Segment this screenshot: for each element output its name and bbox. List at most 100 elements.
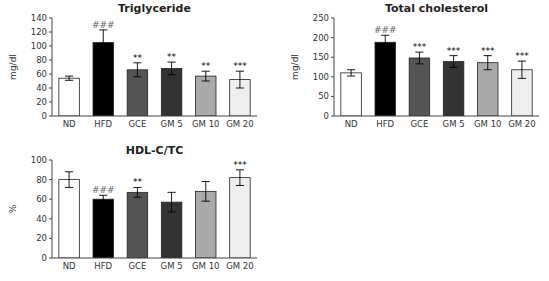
bar — [196, 76, 217, 116]
significance-label: ** — [201, 61, 211, 71]
y-tick-label: 100 — [31, 41, 47, 51]
bar — [409, 58, 430, 116]
error-cap — [167, 211, 175, 212]
y-tick — [49, 60, 52, 61]
y-tick — [49, 258, 52, 259]
y-tick — [331, 57, 334, 58]
y-tick — [49, 32, 52, 33]
bar — [93, 199, 114, 258]
error-cap — [65, 80, 73, 81]
error-cap — [167, 74, 175, 75]
y-tick-label: 50 — [318, 91, 329, 101]
bar — [59, 180, 79, 258]
error-cap — [65, 171, 73, 172]
significance-label: ** — [167, 52, 177, 62]
y-tick-label: 60 — [36, 194, 47, 204]
panel: Triglyceridemg/dl###*********02040608010… — [8, 2, 257, 129]
error-line — [137, 187, 138, 197]
error-bar — [167, 62, 175, 75]
bar — [478, 63, 499, 116]
error-line — [69, 76, 70, 80]
error-line — [137, 63, 138, 77]
significance-label: ** — [133, 177, 143, 187]
error-bar — [133, 63, 141, 77]
error-cap — [347, 76, 355, 77]
significance-label: *** — [515, 51, 529, 61]
error-cap — [415, 63, 423, 64]
marks — [59, 30, 250, 116]
bar — [443, 62, 464, 116]
marks — [59, 170, 250, 258]
bar — [127, 70, 147, 116]
significance-label: ### — [374, 25, 397, 35]
error-line — [171, 62, 172, 75]
x-axis-line — [52, 116, 257, 117]
error-bar — [202, 71, 210, 81]
y-tick — [331, 37, 334, 38]
error-line — [239, 170, 240, 186]
y-tick — [49, 46, 52, 47]
y-tick-label: 20 — [36, 97, 47, 107]
x-tick-label: GM 20 — [226, 119, 253, 129]
error-bar — [65, 172, 73, 188]
significance-label: ### — [92, 185, 115, 195]
error-cap — [484, 69, 492, 70]
significance-label: ### — [92, 20, 115, 30]
error-line — [103, 195, 104, 203]
bar — [375, 42, 396, 116]
significance-label: *** — [481, 46, 495, 56]
error-cap — [133, 76, 141, 77]
significance-label: *** — [447, 46, 461, 56]
x-tick-label: GM 10 — [474, 119, 501, 129]
error-cap — [167, 192, 175, 193]
error-cap — [202, 181, 210, 182]
y-tick — [49, 218, 52, 219]
error-line — [487, 56, 488, 70]
error-cap — [202, 81, 210, 82]
y-tick — [49, 102, 52, 103]
y-axis-label: % — [8, 204, 18, 213]
y-tick — [49, 179, 52, 180]
error-line — [171, 192, 172, 212]
y-tick — [49, 160, 52, 161]
x-tick-label: GCE — [410, 119, 428, 129]
error-cap — [65, 187, 73, 188]
y-tick — [49, 199, 52, 200]
y-tick-label: 250 — [313, 13, 329, 23]
y-tick-label: 140 — [31, 13, 47, 23]
x-tick-label: HFD — [94, 261, 112, 271]
x-tick-label: ND — [345, 119, 358, 129]
x-tick-label: GM 10 — [192, 261, 219, 271]
x-axis-line — [52, 258, 257, 259]
error-bar — [99, 195, 107, 203]
y-tick-label: 120 — [31, 27, 47, 37]
y-axis-line — [334, 18, 335, 116]
error-cap — [65, 76, 73, 77]
title: Total cholesterol — [385, 2, 488, 15]
x-tick-label: ND — [63, 119, 76, 129]
y-tick-label: 40 — [36, 214, 47, 224]
title: HDL-C/TC — [126, 144, 184, 157]
error-line — [205, 182, 206, 202]
y-tick-label: 60 — [36, 69, 47, 79]
error-cap — [449, 67, 457, 68]
x-tick-label: GM 20 — [508, 119, 535, 129]
y-axis-label: mg/dl — [290, 54, 300, 80]
error-bar — [484, 56, 492, 70]
y-tick-label: 100 — [313, 72, 329, 82]
significance-label: *** — [233, 160, 247, 170]
y-tick — [49, 238, 52, 239]
figure: Triglyceridemg/dl###*********02040608010… — [0, 0, 549, 281]
error-bar — [236, 71, 244, 88]
error-bar — [518, 61, 526, 78]
y-tick — [49, 116, 52, 117]
title: Triglyceride — [118, 2, 191, 15]
error-cap — [381, 49, 389, 50]
error-line — [419, 52, 420, 64]
y-axis-line — [52, 18, 53, 116]
x-tick-label: GM 5 — [161, 261, 183, 271]
x-tick-label: HFD — [94, 119, 112, 129]
panel: HDL-C/TC%###*****020406080100NDHFDGCEGM … — [8, 144, 257, 271]
error-cap — [236, 185, 244, 186]
y-tick — [331, 96, 334, 97]
